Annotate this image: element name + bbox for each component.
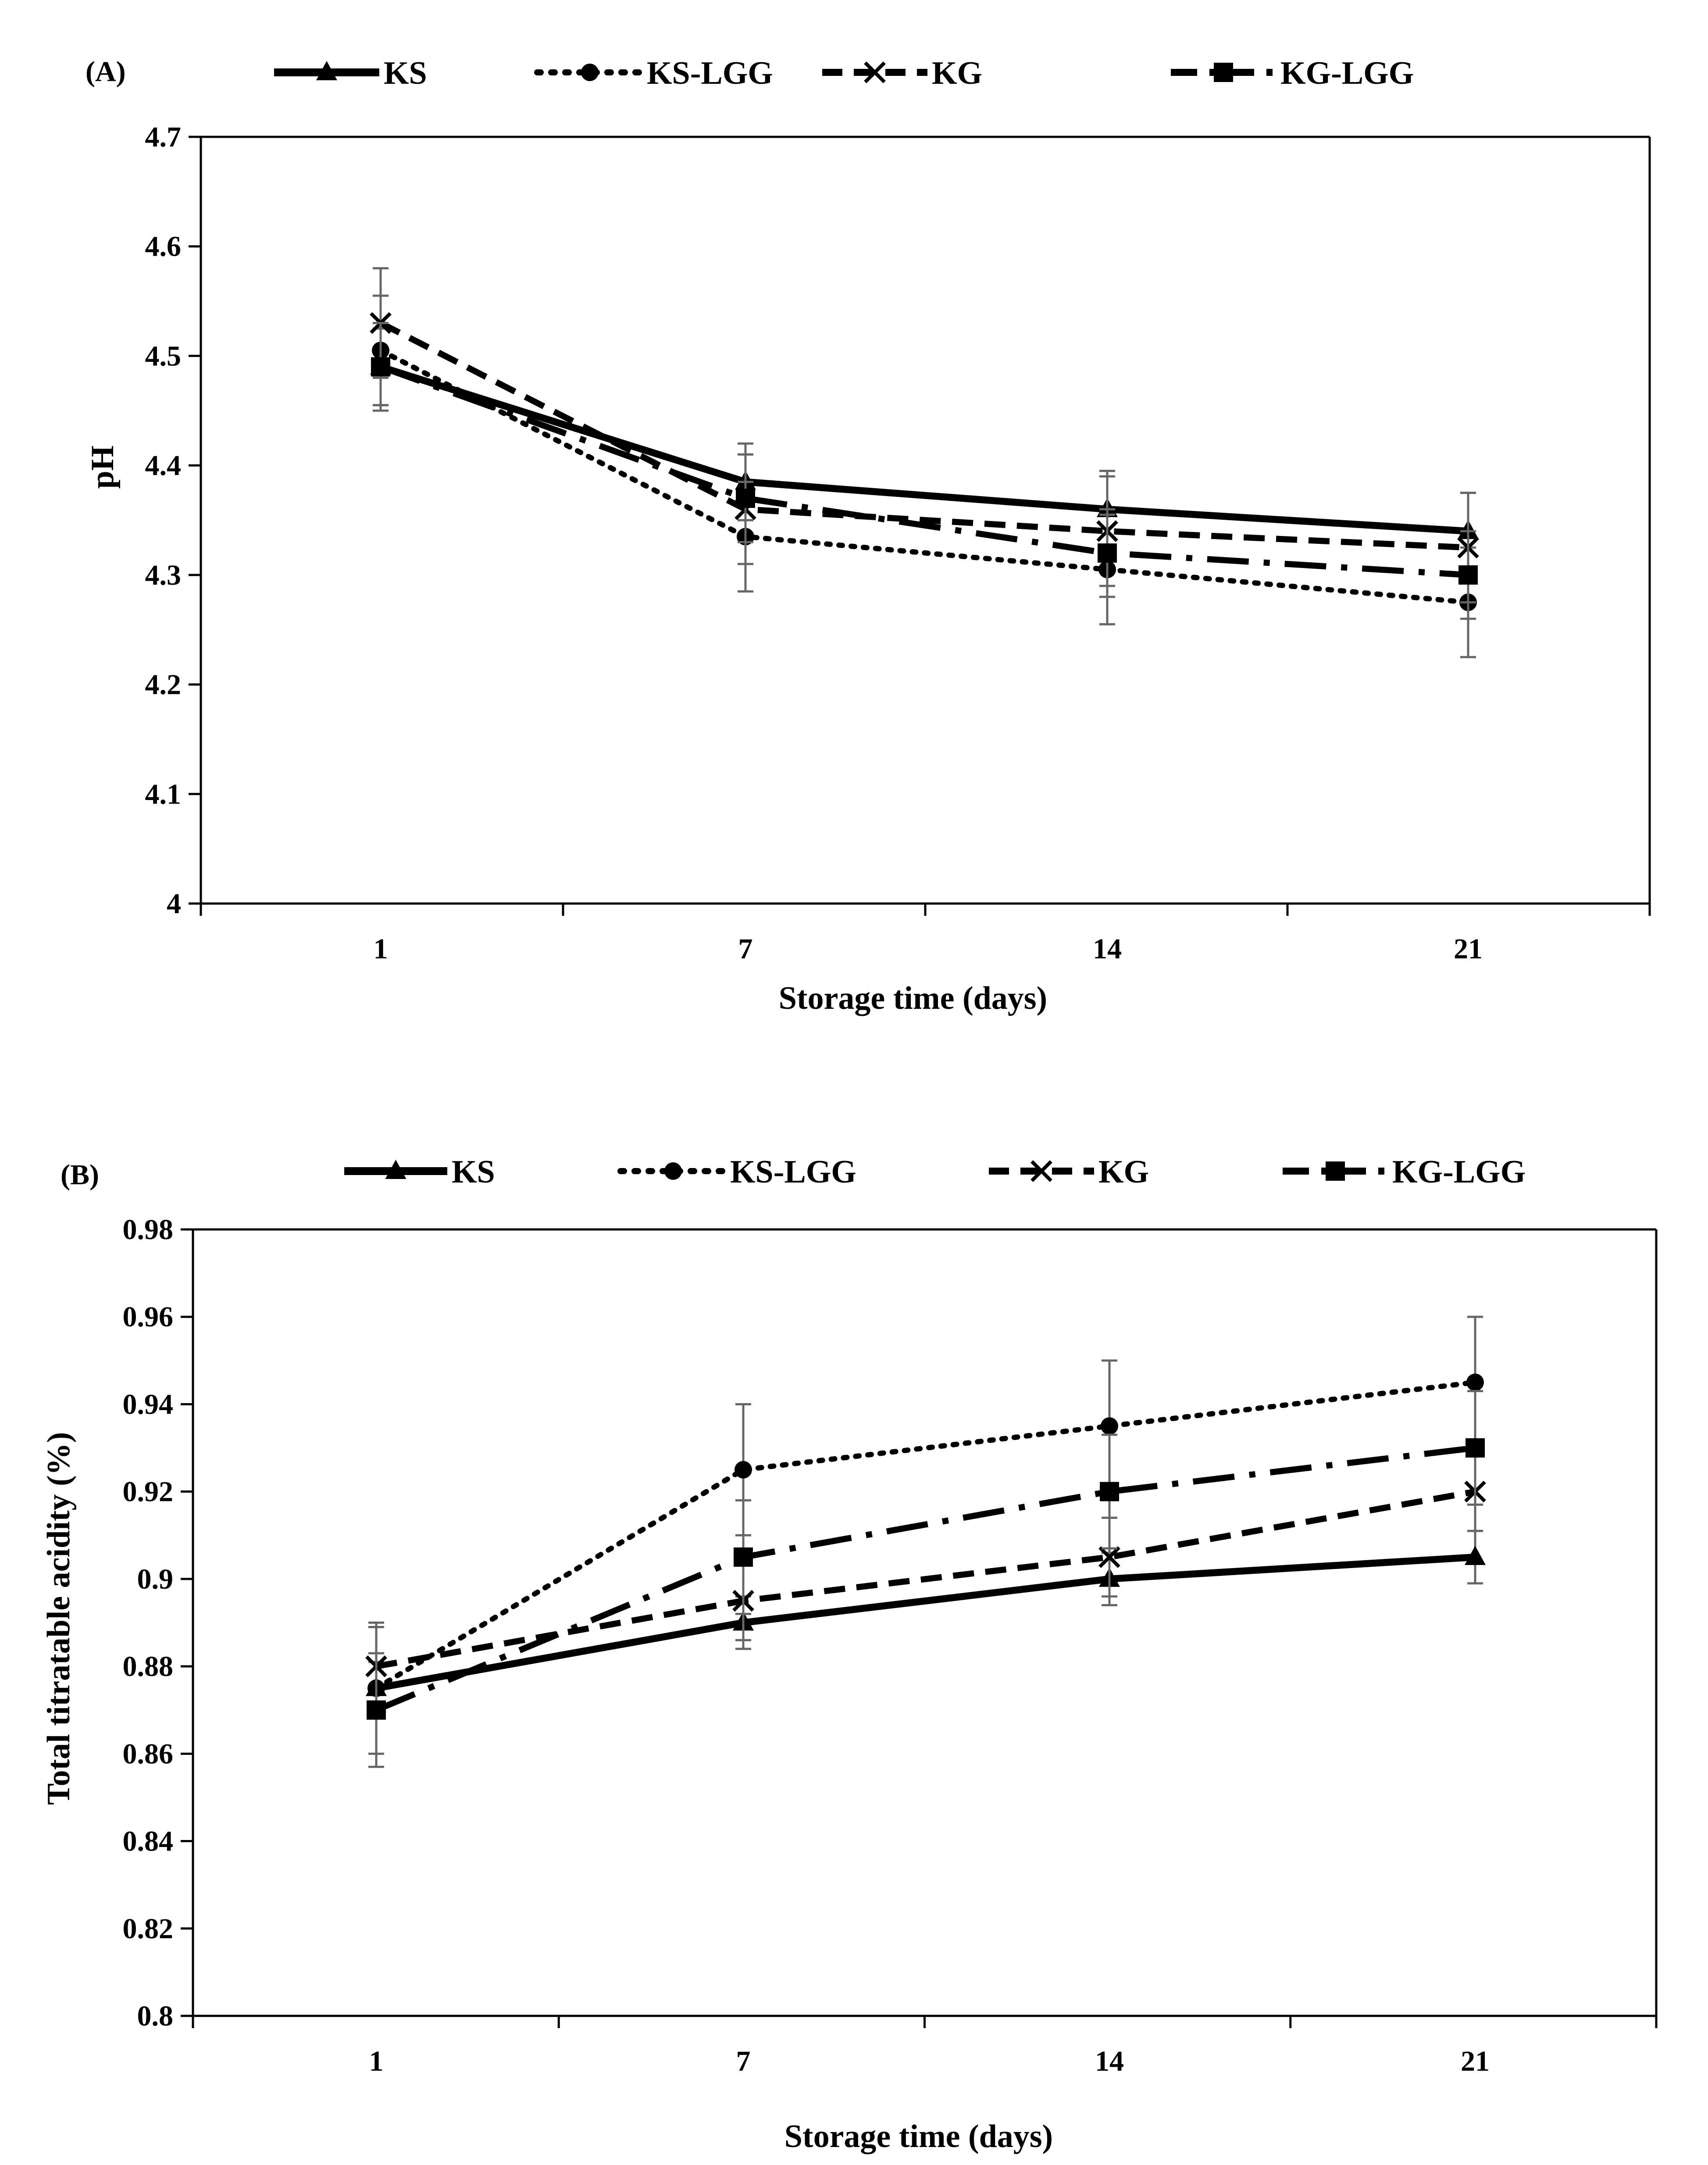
legend-label: KG	[932, 55, 982, 91]
legend-label: KG	[1098, 1154, 1149, 1190]
data-point-kg-lgg	[736, 489, 755, 508]
data-point-kg-lgg	[734, 1547, 753, 1567]
series-ks	[370, 327, 1479, 571]
series-line-kg-lgg	[375, 1445, 1476, 1713]
panel-b-legend: KS KS-LGG KG KG-LGG	[344, 1154, 1526, 1190]
x-tick-label: 1	[369, 2045, 384, 2077]
y-tick-label: 0.84	[123, 1826, 174, 1858]
x-tick-label: 14	[1095, 2045, 1124, 2077]
y-tick-label: 4.6	[145, 231, 182, 263]
x-tick-label: 21	[1461, 2045, 1490, 2077]
y-tick-label: 4	[167, 888, 181, 920]
panel-b-label: (B)	[61, 1159, 99, 1191]
series-ks-lgg	[367, 1315, 1484, 1755]
legend-label: KG-LGG	[1392, 1154, 1526, 1190]
series-kg-lgg	[371, 322, 1478, 620]
series-ks-lgg	[372, 294, 1477, 658]
y-tick-label: 0.94	[123, 1388, 174, 1420]
series-kg	[365, 1451, 1486, 1707]
data-point-kg-lgg	[1466, 1438, 1485, 1458]
x-tick-label: 1	[374, 933, 388, 965]
y-tick-label: 0.9	[137, 1563, 174, 1595]
y-tick-label: 4.2	[145, 669, 182, 701]
legend-label: KS	[384, 55, 427, 91]
data-point-ks-lgg	[1101, 1417, 1118, 1435]
y-tick-label: 4.3	[145, 559, 182, 591]
data-point-ks-lgg	[735, 1461, 752, 1479]
y-tick-label: 0.86	[123, 1738, 174, 1770]
series-ks	[366, 1529, 1486, 1716]
panel-a-axes: 4 4.1 4.2 4.3 4.4 4.5 4.6 4.7 1 7 14 21	[145, 121, 1651, 965]
data-point-kg-lgg	[1100, 1482, 1119, 1501]
data-point-kg-lgg	[1458, 565, 1478, 585]
x-tick-label: 7	[738, 933, 753, 965]
legend-item-ks-lgg: KS-LGG	[534, 55, 773, 91]
legend-item-kg: KG	[989, 1154, 1149, 1190]
legend-item-kg-lgg: KG-LGG	[1171, 55, 1414, 91]
legend-marker	[664, 1162, 682, 1180]
y-tick-label: 0.8	[137, 2000, 174, 2032]
series-line-kg	[375, 1488, 1476, 1670]
panel-b: (B) KS KS-LGG KG KG-LGG 0.8 0.82 0.84 0.86 0.88…	[41, 1154, 1658, 2154]
y-tick-label: 4.7	[145, 121, 182, 153]
panel-a-label: (A)	[86, 56, 126, 88]
series-line-ks	[375, 1554, 1476, 1692]
legend-marker	[581, 64, 599, 81]
legend-item-ks-lgg: KS-LGG	[617, 1154, 856, 1190]
panel-b-axes: 0.8 0.82 0.84 0.86 0.88 0.9 0.92 0.94 0.96 0.98 1 7…	[123, 1214, 1658, 2077]
y-tick-label: 4.4	[145, 450, 182, 482]
data-point-kg-lgg	[371, 357, 390, 377]
y-tick-label: 0.92	[123, 1476, 174, 1508]
panel-b-y-axis-title: Total titratable acidity (%)	[41, 1432, 77, 1805]
y-tick-label: 4.1	[145, 778, 182, 810]
panel-a-legend: KS KS-LGG KG KG-LGG	[274, 55, 1414, 91]
legend-marker	[1031, 1160, 1052, 1182]
panel-a: (A) KS KS-LGG KG KG-LGG 4 4.1 4.2 4.3 4.4 4.5 4.6…	[85, 55, 1651, 1016]
panel-a-y-axis-title: pH	[85, 446, 121, 489]
series-line-ks-lgg	[378, 347, 1471, 605]
legend-item-ks: KS	[274, 55, 427, 91]
legend-marker	[1326, 1161, 1345, 1181]
series-line-ks-lgg	[374, 1379, 1478, 1691]
legend-label: KS	[452, 1154, 495, 1190]
legend-item-kg-lgg: KG-LGG	[1283, 1154, 1526, 1190]
y-tick-label: 0.88	[123, 1651, 174, 1683]
legend-marker	[385, 1160, 406, 1179]
data-point-ks	[1465, 1546, 1486, 1565]
legend-marker	[316, 61, 337, 80]
data-point-ks-lgg	[1466, 1373, 1484, 1391]
series-kg-lgg	[367, 1390, 1485, 1768]
series-line-kg-lgg	[379, 364, 1469, 578]
series-line-ks	[379, 363, 1469, 535]
series-line-kg	[379, 320, 1469, 551]
legend-label: KS-LGG	[730, 1154, 856, 1190]
data-point-kg-lgg	[1098, 543, 1117, 563]
panel-a-series	[370, 267, 1479, 658]
panel-b-series	[365, 1315, 1486, 1768]
panel-a-x-axis-title: Storage time (days)	[779, 980, 1047, 1016]
legend-label: KG-LGG	[1280, 55, 1414, 91]
x-tick-label: 21	[1454, 933, 1483, 965]
y-tick-label: 0.82	[123, 1913, 174, 1945]
panel-b-x-axis-title: Storage time (days)	[784, 2119, 1053, 2154]
legend-label: KS-LGG	[647, 55, 773, 91]
legend-item-ks: KS	[344, 1154, 495, 1190]
y-tick-label: 4.5	[145, 340, 182, 372]
legend-marker	[864, 61, 886, 83]
data-point-kg-lgg	[367, 1700, 386, 1720]
legend-item-kg: KG	[822, 55, 982, 91]
y-tick-label: 0.98	[123, 1214, 174, 1246]
data-point-kg	[1098, 1546, 1120, 1568]
x-tick-label: 14	[1093, 933, 1122, 965]
y-tick-label: 0.96	[123, 1301, 174, 1333]
legend-marker	[1214, 63, 1233, 82]
x-tick-label: 7	[736, 2045, 751, 2077]
